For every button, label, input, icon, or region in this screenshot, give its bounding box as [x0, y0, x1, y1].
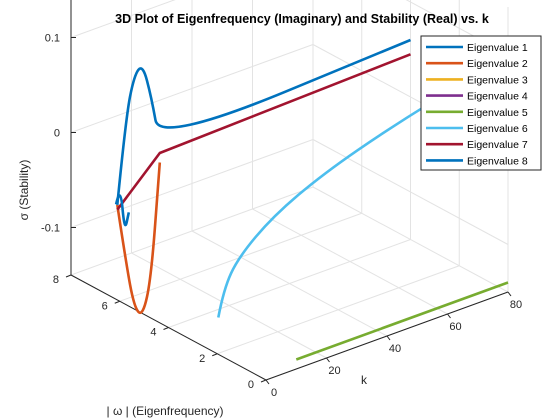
y-tick-mark [65, 274, 72, 278]
y-axis-label: | ω | (Eigenfrequency) [107, 404, 224, 418]
x-tick-mark [265, 379, 270, 385]
legend-entry-label: Eigenvalue 1 [467, 42, 528, 54]
x-tick-label: 80 [510, 299, 522, 311]
legend-box [420, 35, 542, 171]
x-tick-mark [507, 291, 512, 297]
z-tick-label: 0 [54, 128, 60, 140]
y-tick-mark [163, 327, 169, 330]
legend: Eigenvalue 1 Eigenvalue 2 Eigenvalue 3 Eige… [420, 35, 542, 171]
y-tick-mark [212, 353, 218, 357]
data-curves [114, 38, 509, 361]
series-line-eigenvalue-1 [116, 38, 411, 206]
legend-entry-label: Eigenvalue 2 [467, 58, 528, 70]
x-tick-mark [386, 335, 391, 341]
series-line-eigenvalue-7 [116, 53, 411, 211]
grid-line [312, 139, 509, 245]
legend-entry-label: Eigenvalue 7 [467, 139, 528, 151]
x-tick-label: 20 [328, 365, 340, 377]
series-line-eigenvalue-5 [295, 281, 509, 361]
z-tick-label: 0.1 [45, 33, 60, 45]
y-tick-label: 2 [199, 353, 205, 365]
grid-line [168, 239, 411, 328]
x-tick-label: 60 [449, 321, 461, 333]
y-tick-mark [114, 300, 120, 304]
y-tick-label: 8 [53, 274, 59, 286]
grid-line [217, 265, 460, 355]
chart-title: 3D Plot of Eigenfrequency (Imaginary) an… [115, 12, 489, 26]
z-tick-label: -0.1 [41, 223, 60, 235]
x-tick-label: 40 [389, 343, 401, 355]
x-tick-label: 0 [271, 387, 277, 399]
y-tick-label: 6 [102, 300, 108, 312]
legend-entry-label: Eigenvalue 8 [467, 155, 528, 167]
tick-labels: 0 20 40 60 80 0 2 4 6 8 -0.1 0 0.1 [41, 33, 522, 400]
series-line-eigenvalue-6 [217, 84, 460, 318]
grid-line [70, 0, 176, 38]
legend-entry-label: Eigenvalue 5 [467, 107, 528, 119]
axes-frame [65, 0, 512, 385]
legend-entry-label: Eigenvalue 4 [467, 91, 528, 103]
legend-entry-label: Eigenvalue 6 [467, 123, 528, 135]
x-tick-mark [447, 313, 451, 319]
legend-entry-label: Eigenvalue 3 [467, 74, 528, 86]
y-tick-mark [260, 379, 267, 383]
y-tick-label: 4 [150, 327, 156, 339]
series-line-eigenvalue-8 [114, 194, 131, 227]
series-line-eigenvalue-2 [116, 162, 162, 315]
y-tick-label: 0 [248, 379, 254, 391]
grid-line [70, 44, 314, 133]
grid-line [70, 139, 314, 228]
x-tick-mark [326, 357, 330, 363]
x-axis-label: k [361, 373, 368, 387]
z-axis-label: σ (Stability) [17, 160, 31, 221]
